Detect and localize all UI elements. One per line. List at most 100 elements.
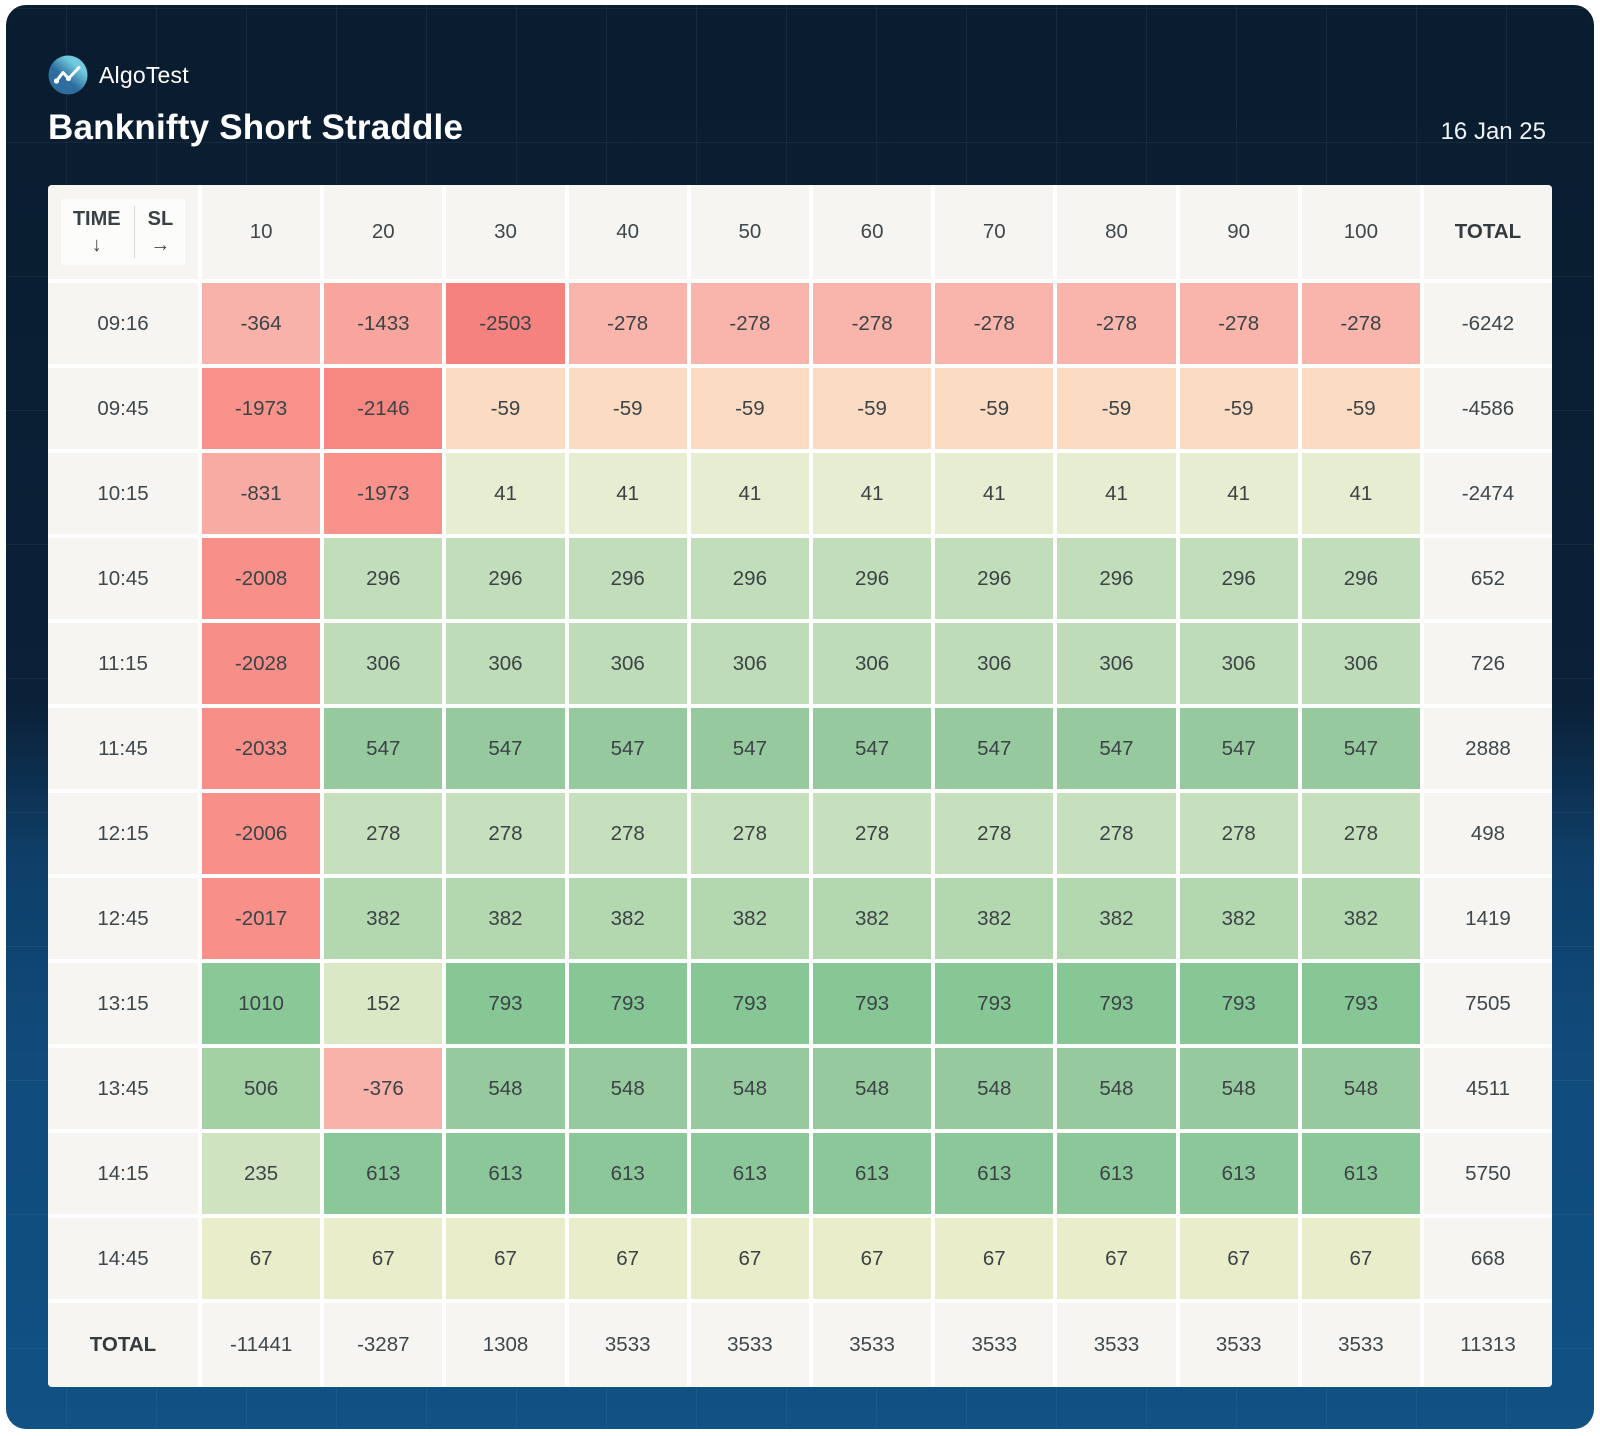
heatmap-cell[interactable]: 41 <box>690 453 809 534</box>
heatmap-cell[interactable]: 296 <box>1057 538 1176 619</box>
heatmap-cell[interactable]: -2033 <box>202 708 321 789</box>
heatmap-cell[interactable]: 793 <box>812 963 932 1044</box>
heatmap-cell[interactable]: 278 <box>1179 793 1298 874</box>
heatmap-cell[interactable]: 152 <box>324 963 443 1044</box>
heatmap-cell[interactable]: 548 <box>690 1048 809 1129</box>
heatmap-cell[interactable]: 547 <box>690 708 809 789</box>
heatmap-cell[interactable]: 278 <box>568 793 687 874</box>
heatmap-cell[interactable]: -376 <box>324 1048 443 1129</box>
heatmap-cell[interactable]: 306 <box>1179 623 1298 704</box>
heatmap-cell[interactable]: -59 <box>690 368 809 449</box>
heatmap-cell[interactable]: 613 <box>446 1133 565 1214</box>
heatmap-cell[interactable]: -59 <box>1057 368 1176 449</box>
heatmap-cell[interactable]: 296 <box>812 538 932 619</box>
heatmap-cell[interactable]: -59 <box>812 368 932 449</box>
heatmap-cell[interactable]: -59 <box>568 368 687 449</box>
heatmap-cell[interactable]: 278 <box>812 793 932 874</box>
heatmap-cell[interactable]: -278 <box>1179 283 1298 364</box>
heatmap-cell[interactable]: 41 <box>935 453 1054 534</box>
heatmap-cell[interactable]: 547 <box>568 708 687 789</box>
heatmap-cell[interactable]: 548 <box>1057 1048 1176 1129</box>
heatmap-cell[interactable]: 547 <box>1057 708 1176 789</box>
heatmap-cell[interactable]: 382 <box>1179 878 1298 959</box>
heatmap-cell[interactable]: 306 <box>1057 623 1176 704</box>
heatmap-cell[interactable]: 67 <box>446 1218 565 1299</box>
heatmap-cell[interactable]: 547 <box>935 708 1054 789</box>
heatmap-cell[interactable]: 296 <box>1301 538 1420 619</box>
heatmap-cell[interactable]: 41 <box>1179 453 1298 534</box>
heatmap-cell[interactable]: 67 <box>1057 1218 1176 1299</box>
heatmap-cell[interactable]: 67 <box>812 1218 932 1299</box>
heatmap-cell[interactable]: 306 <box>446 623 565 704</box>
heatmap-cell[interactable]: 382 <box>324 878 443 959</box>
heatmap-cell[interactable]: 548 <box>1301 1048 1420 1129</box>
heatmap-cell[interactable]: 306 <box>1301 623 1420 704</box>
heatmap-cell[interactable]: -59 <box>1301 368 1420 449</box>
heatmap-cell[interactable]: -1973 <box>324 453 443 534</box>
heatmap-cell[interactable]: 613 <box>1301 1133 1420 1214</box>
heatmap-cell[interactable]: 235 <box>202 1133 321 1214</box>
heatmap-cell[interactable]: -1433 <box>324 283 443 364</box>
heatmap-cell[interactable]: 613 <box>1179 1133 1298 1214</box>
heatmap-cell[interactable]: 67 <box>568 1218 687 1299</box>
heatmap-cell[interactable]: 793 <box>690 963 809 1044</box>
heatmap-cell[interactable]: 382 <box>1301 878 1420 959</box>
heatmap-cell[interactable]: 67 <box>1179 1218 1298 1299</box>
heatmap-cell[interactable]: 296 <box>1179 538 1298 619</box>
heatmap-cell[interactable]: 382 <box>568 878 687 959</box>
heatmap-cell[interactable]: 278 <box>1057 793 1176 874</box>
heatmap-cell[interactable]: 278 <box>690 793 809 874</box>
heatmap-cell[interactable]: 278 <box>935 793 1054 874</box>
heatmap-cell[interactable]: 547 <box>1301 708 1420 789</box>
heatmap-cell[interactable]: 613 <box>324 1133 443 1214</box>
heatmap-cell[interactable]: 548 <box>812 1048 932 1129</box>
heatmap-cell[interactable]: 547 <box>446 708 565 789</box>
heatmap-cell[interactable]: 67 <box>1301 1218 1420 1299</box>
heatmap-cell[interactable]: 382 <box>812 878 932 959</box>
heatmap-cell[interactable]: -59 <box>446 368 565 449</box>
heatmap-cell[interactable]: 306 <box>935 623 1054 704</box>
heatmap-cell[interactable]: 613 <box>690 1133 809 1214</box>
heatmap-cell[interactable]: 548 <box>568 1048 687 1129</box>
heatmap-cell[interactable]: 382 <box>935 878 1054 959</box>
heatmap-cell[interactable]: -2008 <box>202 538 321 619</box>
heatmap-cell[interactable]: 296 <box>446 538 565 619</box>
heatmap-cell[interactable]: 67 <box>202 1218 321 1299</box>
heatmap-cell[interactable]: 382 <box>690 878 809 959</box>
heatmap-cell[interactable]: -2146 <box>324 368 443 449</box>
heatmap-cell[interactable]: 306 <box>568 623 687 704</box>
heatmap-cell[interactable]: -1973 <box>202 368 321 449</box>
heatmap-cell[interactable]: -2028 <box>202 623 321 704</box>
heatmap-cell[interactable]: 547 <box>324 708 443 789</box>
heatmap-cell[interactable]: 41 <box>446 453 565 534</box>
heatmap-cell[interactable]: -2017 <box>202 878 321 959</box>
heatmap-cell[interactable]: 506 <box>202 1048 321 1129</box>
heatmap-cell[interactable]: 547 <box>1179 708 1298 789</box>
heatmap-cell[interactable]: 793 <box>1301 963 1420 1044</box>
heatmap-cell[interactable]: 41 <box>568 453 687 534</box>
heatmap-cell[interactable]: 67 <box>935 1218 1054 1299</box>
heatmap-cell[interactable]: 793 <box>1057 963 1176 1044</box>
heatmap-cell[interactable]: 296 <box>935 538 1054 619</box>
heatmap-cell[interactable]: -278 <box>1057 283 1176 364</box>
heatmap-cell[interactable]: 613 <box>812 1133 932 1214</box>
heatmap-cell[interactable]: 278 <box>1301 793 1420 874</box>
heatmap-cell[interactable]: 547 <box>812 708 932 789</box>
heatmap-cell[interactable]: 613 <box>935 1133 1054 1214</box>
heatmap-cell[interactable]: 41 <box>812 453 932 534</box>
heatmap-cell[interactable]: -278 <box>1301 283 1420 364</box>
heatmap-cell[interactable]: 793 <box>568 963 687 1044</box>
heatmap-cell[interactable]: -364 <box>202 283 321 364</box>
heatmap-cell[interactable]: -278 <box>812 283 932 364</box>
heatmap-cell[interactable]: 41 <box>1057 453 1176 534</box>
heatmap-cell[interactable]: 793 <box>446 963 565 1044</box>
heatmap-cell[interactable]: 306 <box>324 623 443 704</box>
heatmap-cell[interactable]: -278 <box>568 283 687 364</box>
heatmap-cell[interactable]: -278 <box>935 283 1054 364</box>
heatmap-cell[interactable]: -278 <box>690 283 809 364</box>
heatmap-cell[interactable]: 793 <box>1179 963 1298 1044</box>
heatmap-cell[interactable]: -831 <box>202 453 321 534</box>
heatmap-cell[interactable]: 382 <box>1057 878 1176 959</box>
heatmap-cell[interactable]: 548 <box>446 1048 565 1129</box>
heatmap-cell[interactable]: 41 <box>1301 453 1420 534</box>
